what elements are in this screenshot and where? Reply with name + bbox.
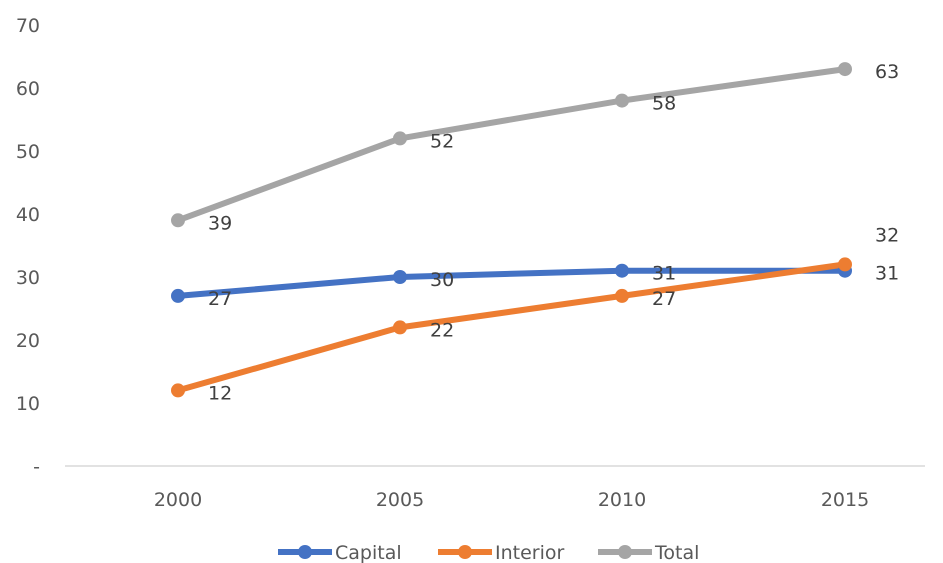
data-point-total bbox=[171, 213, 185, 228]
data-label-interior: 12 bbox=[208, 382, 232, 404]
data-point-interior bbox=[615, 288, 629, 303]
series-lines bbox=[175, 66, 848, 394]
y-tick-label: 10 bbox=[16, 393, 40, 415]
y-tick-label: 30 bbox=[16, 267, 40, 289]
legend-marker-capital bbox=[298, 545, 312, 559]
y-tick-label: 60 bbox=[16, 78, 40, 100]
y-tick-label: 40 bbox=[16, 204, 40, 226]
series-points bbox=[171, 62, 852, 398]
data-label-capital: 31 bbox=[875, 263, 899, 285]
data-point-interior bbox=[838, 257, 852, 272]
series-line-capital bbox=[175, 267, 848, 299]
legend-label-interior: Interior bbox=[495, 542, 564, 563]
data-label-capital: 31 bbox=[652, 263, 676, 285]
x-tick-label: 2005 bbox=[376, 489, 424, 511]
data-point-interior bbox=[171, 383, 185, 398]
data-label-total: 58 bbox=[652, 93, 676, 115]
data-point-capital bbox=[171, 288, 185, 303]
data-label-capital: 27 bbox=[208, 288, 232, 310]
legend-marker-total bbox=[618, 545, 632, 559]
legend-label-total: Total bbox=[654, 542, 699, 563]
data-point-total bbox=[393, 131, 407, 146]
x-axis-tick-labels: 2000 2005 2010 2015 bbox=[154, 489, 869, 511]
data-label-capital: 30 bbox=[430, 269, 454, 291]
x-tick-label: 2010 bbox=[598, 489, 646, 511]
data-point-interior bbox=[393, 320, 407, 335]
legend: Capital Interior Total bbox=[278, 542, 699, 563]
data-label-interior: 32 bbox=[875, 224, 899, 246]
data-point-capital bbox=[615, 263, 629, 278]
legend-label-capital: Capital bbox=[335, 542, 402, 563]
y-tick-label: 50 bbox=[16, 141, 40, 163]
x-tick-label: 2000 bbox=[154, 489, 202, 511]
legend-marker-interior bbox=[458, 545, 472, 559]
y-tick-label: - bbox=[33, 456, 40, 478]
x-tick-label: 2015 bbox=[821, 489, 869, 511]
data-label-interior: 22 bbox=[430, 319, 454, 341]
data-labels: 27 30 31 31 12 22 27 32 39 52 58 63 bbox=[208, 61, 899, 404]
y-tick-label: 70 bbox=[16, 15, 40, 37]
data-label-total: 39 bbox=[208, 212, 232, 234]
series-line-total bbox=[175, 66, 848, 224]
y-axis-tick-labels: - 10 20 30 40 50 60 70 bbox=[16, 15, 40, 478]
data-point-total bbox=[615, 93, 629, 108]
data-point-capital bbox=[393, 270, 407, 284]
data-label-total: 52 bbox=[430, 130, 454, 152]
data-point-total bbox=[838, 62, 852, 77]
data-label-interior: 27 bbox=[652, 288, 676, 310]
data-label-total: 63 bbox=[875, 61, 899, 83]
series-line-interior bbox=[175, 261, 848, 394]
y-tick-label: 20 bbox=[16, 330, 40, 352]
